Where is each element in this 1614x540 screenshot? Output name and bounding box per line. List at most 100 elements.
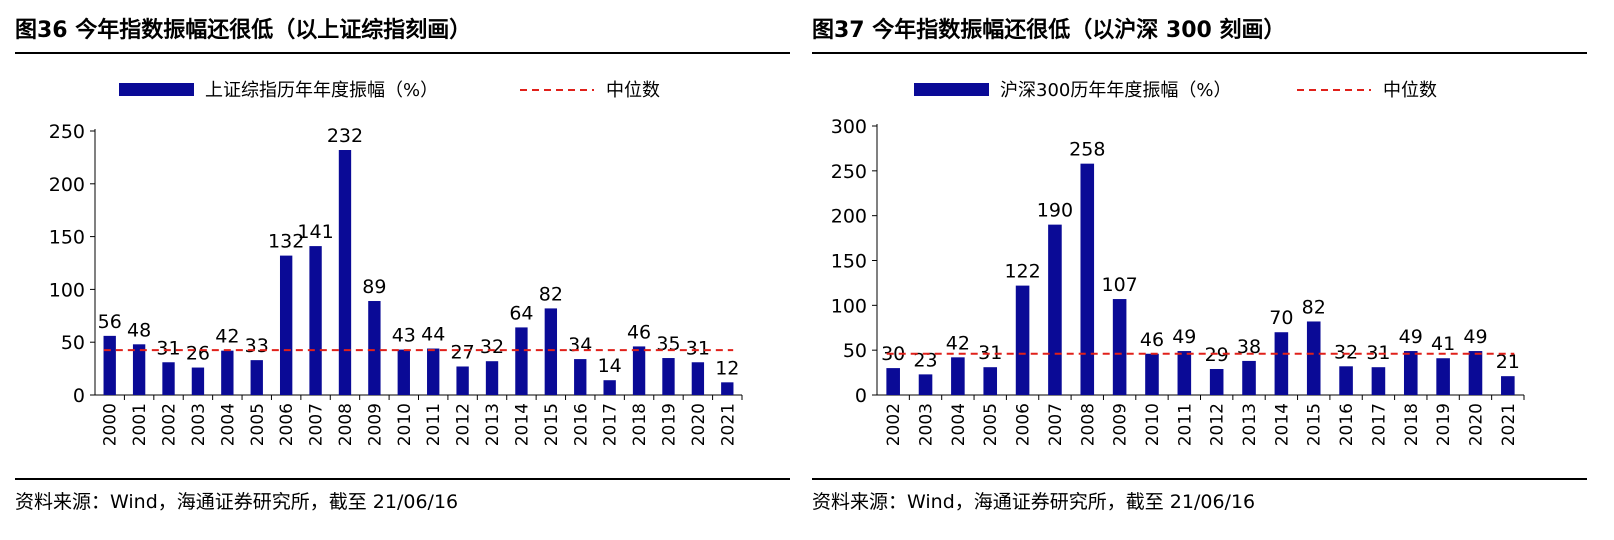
bar-value-label: 31 xyxy=(156,337,180,359)
x-tick-label: 2006 xyxy=(1014,403,1034,446)
bar xyxy=(544,308,558,395)
bar xyxy=(1080,163,1095,395)
x-tick-label: 2020 xyxy=(689,403,709,446)
bar xyxy=(279,255,293,395)
bar xyxy=(368,301,381,395)
y-tick-label: 200 xyxy=(831,206,867,228)
bar-value-label: 21 xyxy=(1496,351,1520,373)
bar xyxy=(1339,366,1353,395)
bar xyxy=(1468,351,1483,395)
bar-value-label: 35 xyxy=(656,333,680,355)
bar-value-label: 258 xyxy=(1069,139,1105,161)
bar xyxy=(1274,332,1289,395)
bar xyxy=(1371,367,1386,395)
bar-value-label: 48 xyxy=(127,319,151,341)
bar-value-label: 32 xyxy=(480,336,504,358)
x-tick-label: 2018 xyxy=(1402,403,1422,446)
bar-value-label: 232 xyxy=(327,125,363,147)
x-tick-label: 2020 xyxy=(1466,403,1486,446)
title-rule xyxy=(812,52,1587,54)
bar xyxy=(574,359,587,395)
bar-value-label: 34 xyxy=(568,334,592,356)
bar-value-label: 38 xyxy=(1237,336,1261,358)
x-tick-label: 2013 xyxy=(1240,403,1260,446)
bar-value-label: 141 xyxy=(297,221,333,243)
source-note: 资料来源：Wind，海通证券研究所，截至 21/06/16 xyxy=(15,491,459,513)
legend-bar-swatch xyxy=(914,83,989,96)
bar-value-label: 49 xyxy=(1463,326,1487,348)
bar xyxy=(1436,358,1450,395)
amplitude-bar-chart: 沪深300历年年度振幅（%） 中位数05010015020025030030200… xyxy=(831,80,1525,446)
x-tick-label: 2009 xyxy=(365,403,385,446)
x-tick-label: 2017 xyxy=(601,403,621,446)
legend-median-label: 中位数 xyxy=(1383,80,1437,101)
bar xyxy=(1403,351,1418,395)
bar xyxy=(485,361,499,395)
bar-value-label: 64 xyxy=(509,302,533,324)
figure-36-panel: 图36 今年指数振幅还很低（以上证综指刻画） 上证综指历年年度振幅（%） 中位数 0… xyxy=(15,0,790,540)
x-tick-label: 2014 xyxy=(1272,403,1292,446)
legend-bar-swatch xyxy=(119,83,194,96)
bar-value-label: 42 xyxy=(946,332,970,354)
x-tick-label: 2015 xyxy=(1305,403,1325,446)
amplitude-bar-chart: 上证综指历年年度振幅（%） 中位数 0 50 100 150 200 250 56 2000 48 2… xyxy=(49,80,743,446)
x-tick-label: 2008 xyxy=(1078,403,1098,446)
y-tick-label: 300 xyxy=(831,116,867,138)
bar-value-label: 29 xyxy=(1205,344,1229,366)
bar xyxy=(951,357,965,395)
bar xyxy=(309,246,322,395)
source-rule xyxy=(15,478,790,480)
bar-value-label: 43 xyxy=(392,325,416,347)
bar-value-label: 12 xyxy=(715,357,739,379)
figure-title: 图37 今年指数振幅还很低（以沪深 300 刻画） xyxy=(812,18,1286,43)
bar-value-label: 107 xyxy=(1101,274,1137,296)
bar-value-label: 190 xyxy=(1037,200,1073,222)
bar xyxy=(632,346,646,395)
bar-value-label: 31 xyxy=(686,337,710,359)
y-tick-label: 100 xyxy=(49,279,85,301)
bar-value-label: 14 xyxy=(598,355,622,377)
bar xyxy=(691,362,705,395)
x-tick-label: 2010 xyxy=(395,403,415,446)
bar-value-label: 46 xyxy=(627,321,651,343)
x-tick-label: 2012 xyxy=(1208,403,1228,446)
x-tick-label: 2008 xyxy=(336,403,356,446)
x-tick-label: 2005 xyxy=(248,403,268,446)
x-tick-label: 2004 xyxy=(218,403,238,446)
bar-value-label: 82 xyxy=(539,283,563,305)
legend-bar-label: 沪深300历年年度振幅（%） xyxy=(1000,80,1231,101)
x-tick-label: 2009 xyxy=(1111,403,1131,446)
y-tick-label: 250 xyxy=(49,121,85,143)
figure-37-panel: 图37 今年指数振幅还很低（以沪深 300 刻画） 沪深300历年年度振幅（%）… xyxy=(812,0,1587,540)
x-tick-label: 2005 xyxy=(981,403,1001,446)
bar-value-label: 31 xyxy=(978,342,1002,364)
x-tick-label: 2012 xyxy=(454,403,474,446)
bar-value-label: 89 xyxy=(362,276,386,298)
x-tick-label: 2002 xyxy=(160,403,180,446)
bar xyxy=(983,367,998,395)
y-tick-label: 50 xyxy=(843,340,867,362)
bar-value-label: 31 xyxy=(1366,342,1390,364)
y-tick-label: 250 xyxy=(831,161,867,183)
bar-value-label: 32 xyxy=(1334,341,1358,363)
x-tick-label: 2016 xyxy=(571,403,591,446)
legend-median-label: 中位数 xyxy=(606,80,660,101)
x-tick-label: 2006 xyxy=(277,403,297,446)
y-tick-label: 200 xyxy=(49,174,85,196)
bar xyxy=(427,348,440,395)
bar-value-label: 56 xyxy=(98,311,122,333)
figure-title: 图36 今年指数振幅还很低（以上证综指刻画） xyxy=(15,18,472,43)
bar xyxy=(918,374,933,395)
x-tick-label: 2019 xyxy=(1434,403,1454,446)
bar xyxy=(250,360,263,395)
bar-value-label: 41 xyxy=(1431,333,1455,355)
y-tick-label: 100 xyxy=(831,295,867,317)
y-tick-label: 150 xyxy=(49,227,85,249)
x-tick-label: 2019 xyxy=(659,403,679,446)
bar xyxy=(1177,351,1192,395)
bar xyxy=(603,380,616,395)
bar xyxy=(456,366,469,395)
x-tick-label: 2021 xyxy=(1499,403,1519,446)
x-tick-label: 2007 xyxy=(307,403,327,446)
bar-value-label: 26 xyxy=(186,343,210,365)
